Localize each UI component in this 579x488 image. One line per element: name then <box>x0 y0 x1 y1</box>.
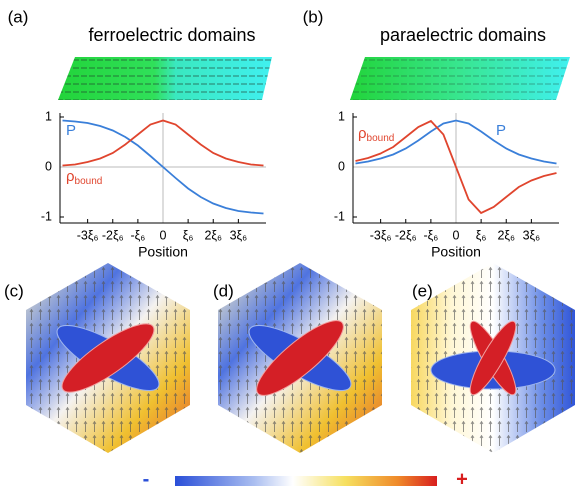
y-tick-label: 0 <box>338 159 345 173</box>
dipole-arrows <box>58 57 272 100</box>
x-tick-label: 0 <box>453 228 460 242</box>
y-tick-label: 1 <box>45 109 52 123</box>
series-label: ρbound <box>66 168 102 187</box>
panel-e <box>411 263 575 453</box>
x-tick-label: ξ₆ <box>183 228 194 242</box>
y-tick-label: -1 <box>41 209 52 223</box>
x-tick-label: -ξ₆ <box>130 228 145 242</box>
x-tick-label: 3ξ₆ <box>230 228 248 242</box>
series-label: P <box>66 122 76 139</box>
panel-label: (c) <box>4 281 24 300</box>
colorbar <box>175 476 437 486</box>
x-tick-label: 3ξ₆ <box>523 228 541 242</box>
series-label: ρbound <box>358 125 394 144</box>
panel-label: (b) <box>303 7 324 26</box>
figure: (c) (d) (e) - + (a) ferroelectric domains… <box>0 0 579 488</box>
chart-title: ferroelectric domains <box>88 25 255 45</box>
panel-label: (e) <box>412 281 433 300</box>
x-tick-label: -2ξ₆ <box>102 228 124 242</box>
x-tick-label: -3ξ₆ <box>370 228 392 242</box>
x-tick-label: -3ξ₆ <box>77 228 99 242</box>
series-label: P <box>496 122 506 139</box>
colorbar-min-label: - <box>143 468 150 488</box>
x-tick-label: 2ξ₆ <box>204 228 222 242</box>
panel-label: (d) <box>213 281 234 300</box>
y-tick-label: -1 <box>334 209 345 223</box>
x-axis-label: Position <box>431 244 481 260</box>
colorbar-max-label: + <box>456 468 468 488</box>
y-tick-label: 1 <box>338 109 345 123</box>
panel-c <box>26 263 190 453</box>
x-tick-label: 2ξ₆ <box>497 228 515 242</box>
x-tick-label: -ξ₆ <box>423 228 438 242</box>
panel-d <box>218 263 382 453</box>
panel-label: (a) <box>8 7 29 26</box>
x-tick-label: 0 <box>160 228 167 242</box>
x-axis-label: Position <box>138 244 188 260</box>
chart-title: paraelectric domains <box>380 25 546 45</box>
y-tick-label: 0 <box>45 159 52 173</box>
dipole-arrows <box>350 57 570 100</box>
x-tick-label: -2ξ₆ <box>395 228 417 242</box>
x-tick-label: ξ₆ <box>476 228 487 242</box>
